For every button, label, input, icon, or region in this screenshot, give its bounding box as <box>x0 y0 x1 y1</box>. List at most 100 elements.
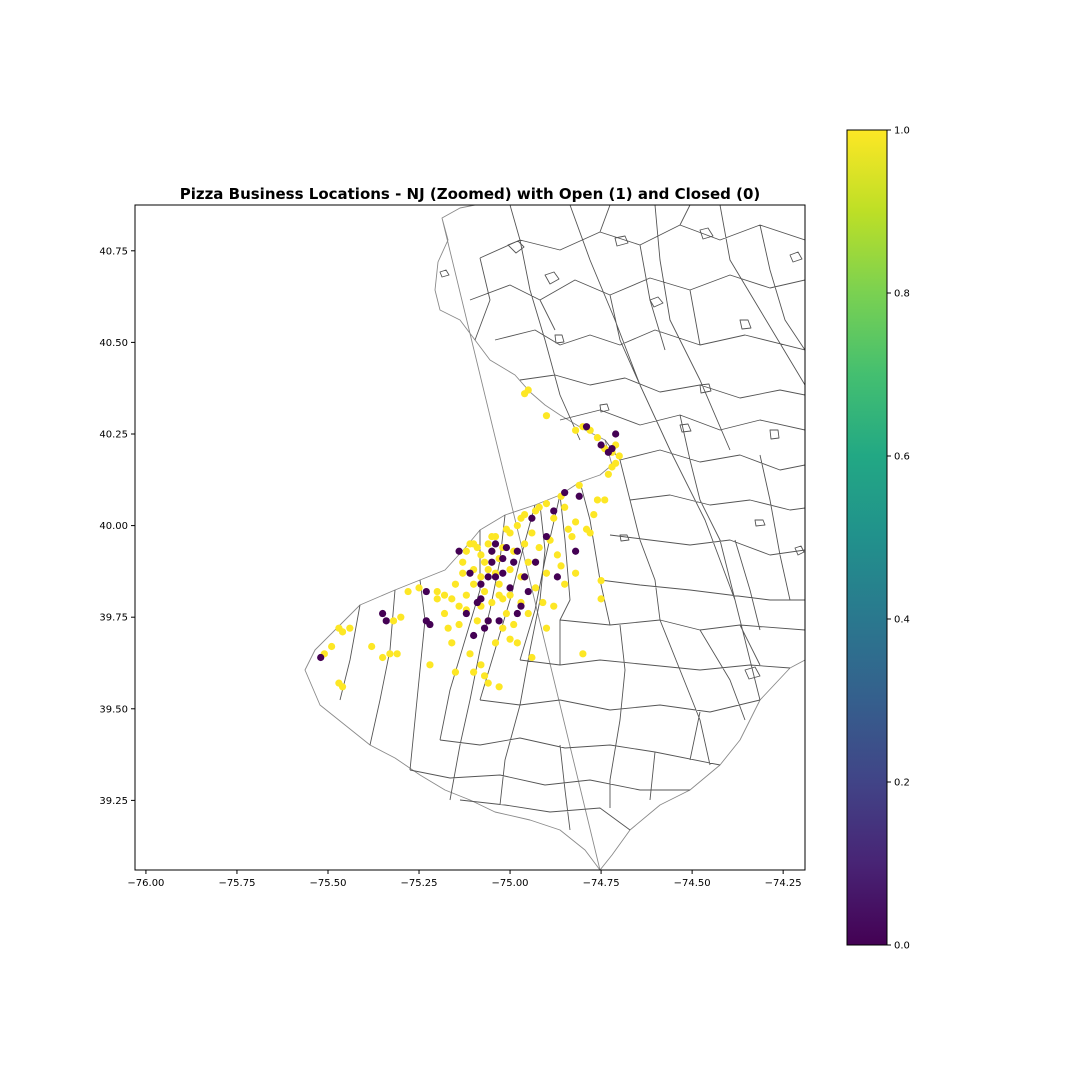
open-business-point <box>426 661 434 669</box>
closed-business-point <box>499 554 507 563</box>
open-business-point <box>477 573 485 581</box>
colorbar-tick-label: 0.0 <box>894 941 910 952</box>
open-business-point <box>612 459 620 467</box>
x-tick-label: −74.75 <box>583 878 620 889</box>
y-tick-label: 39.25 <box>99 796 128 807</box>
open-business-point <box>397 613 405 621</box>
open-business-point <box>506 565 514 574</box>
closed-business-point <box>480 624 489 632</box>
open-business-point <box>451 580 460 588</box>
open-business-point <box>615 452 623 460</box>
open-business-point <box>506 635 514 643</box>
open-business-point <box>579 650 587 658</box>
open-business-point <box>524 609 532 618</box>
open-business-point <box>571 426 580 434</box>
closed-business-point <box>477 595 485 603</box>
open-business-point <box>389 617 398 625</box>
boundary-lines <box>339 205 805 831</box>
closed-business-point <box>477 580 485 588</box>
open-business-point <box>564 525 572 533</box>
open-business-point <box>575 481 583 489</box>
open-business-point <box>440 609 449 618</box>
open-business-point <box>470 668 478 676</box>
open-business-point <box>557 562 565 570</box>
open-business-point <box>590 511 598 519</box>
map-axes: −76.00 −75.75 −75.50 −75.25 −75.00 −74.75 −74.… <box>99 204 806 889</box>
open-business-point <box>550 602 558 610</box>
plot-area <box>135 205 805 870</box>
open-business-point <box>499 624 507 632</box>
closed-business-point <box>528 514 536 522</box>
open-business-point <box>433 595 441 603</box>
closed-business-point <box>608 445 616 453</box>
open-business-point <box>542 624 551 632</box>
closed-business-point <box>506 584 514 592</box>
state-outline <box>304 205 805 870</box>
closed-business-point <box>491 573 500 581</box>
closed-business-point <box>553 573 561 581</box>
chart-title: Pizza Business Locations - NJ (Zoomed) w… <box>180 185 761 203</box>
open-business-point <box>480 587 489 596</box>
closed-business-point <box>488 547 496 555</box>
x-tick-label: −75.25 <box>401 878 438 889</box>
closed-business-point <box>513 547 521 555</box>
y-axis: 39.25 39.50 39.75 40.00 40.25 40.50 40.75 <box>99 246 135 807</box>
x-tick-label: −76.00 <box>127 878 164 889</box>
open-business-point <box>484 540 492 548</box>
open-business-point <box>444 624 452 632</box>
open-business-point <box>550 514 558 522</box>
open-business-point <box>597 595 605 603</box>
x-tick-label: −75.50 <box>309 878 346 889</box>
colorbar-tick-label: 0.8 <box>894 289 910 300</box>
x-tick-label: −74.25 <box>765 878 802 889</box>
open-business-point <box>593 496 602 504</box>
closed-business-point <box>571 547 580 555</box>
open-business-point <box>415 584 423 592</box>
open-business-point <box>480 672 489 680</box>
open-business-point <box>488 598 496 607</box>
x-tick-label: −75.00 <box>492 878 529 889</box>
open-business-point <box>440 591 449 599</box>
open-business-point <box>368 642 376 651</box>
open-business-point <box>338 683 347 691</box>
closed-business-point <box>422 587 430 596</box>
open-business-point <box>521 390 529 398</box>
closed-business-point <box>542 532 551 541</box>
y-tick-label: 40.75 <box>99 246 128 257</box>
open-business-point <box>379 653 387 662</box>
open-business-point <box>524 558 532 566</box>
open-business-point <box>553 551 561 559</box>
open-business-point <box>571 569 580 577</box>
closed-business-point <box>491 540 500 548</box>
closed-business-point <box>484 573 492 581</box>
open-business-point <box>473 617 481 625</box>
open-business-point <box>470 580 478 588</box>
open-business-point <box>593 434 602 442</box>
open-business-point <box>495 683 503 691</box>
closed-business-point <box>470 631 478 640</box>
colorbar-gradient <box>846 129 888 946</box>
open-business-point <box>517 514 525 522</box>
closed-business-point <box>455 547 463 555</box>
colorbar-tick-label: 0.4 <box>894 615 910 626</box>
open-business-point <box>568 532 576 541</box>
open-business-point <box>542 569 551 577</box>
open-business-point <box>448 639 456 647</box>
colorbar-tick-label: 1.0 <box>894 126 910 137</box>
y-tick-label: 40.50 <box>99 338 128 349</box>
open-business-point <box>542 500 551 508</box>
open-business-point <box>491 639 500 647</box>
open-business-point <box>459 569 467 577</box>
open-business-point <box>604 470 612 478</box>
closed-business-point <box>575 492 583 500</box>
closed-business-point <box>462 609 470 618</box>
closed-business-point <box>612 430 620 438</box>
open-business-point <box>601 496 609 504</box>
open-business-point <box>466 650 474 658</box>
closed-business-point <box>597 441 605 449</box>
closed-business-point <box>484 617 492 625</box>
open-business-point <box>571 518 580 526</box>
colorbar: 0.0 0.2 0.4 0.6 0.8 1.0 <box>846 126 910 952</box>
open-business-point <box>459 558 467 566</box>
open-business-point <box>506 529 514 537</box>
